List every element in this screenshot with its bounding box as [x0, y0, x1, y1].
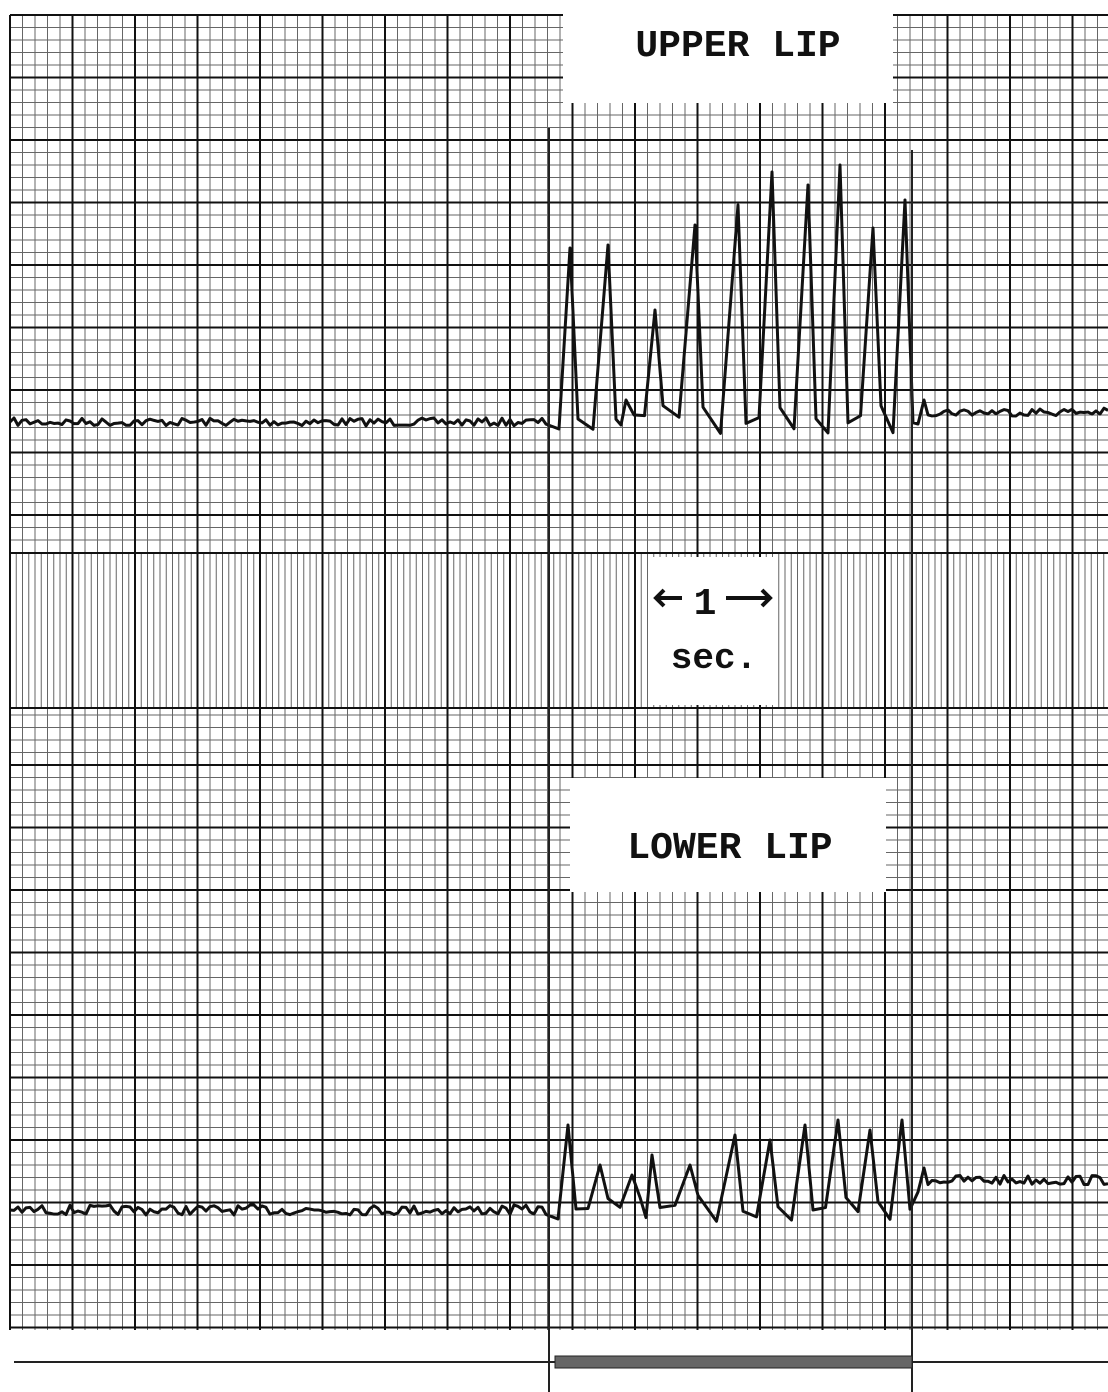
trace: [8, 163, 1108, 435]
upper-label: UPPER LIP: [635, 25, 840, 68]
trace: [9, 1118, 1108, 1223]
scale-value: 1: [694, 583, 717, 626]
scale-box: [652, 557, 773, 705]
scale-arrows: [653, 588, 773, 608]
scale-unit: sec.: [671, 638, 757, 679]
traces: [8, 163, 1108, 1223]
lower-label: LOWER LIP: [627, 827, 832, 870]
event-bar: [554, 1355, 913, 1369]
label-box: [563, 0, 893, 103]
label-box: [570, 778, 886, 892]
